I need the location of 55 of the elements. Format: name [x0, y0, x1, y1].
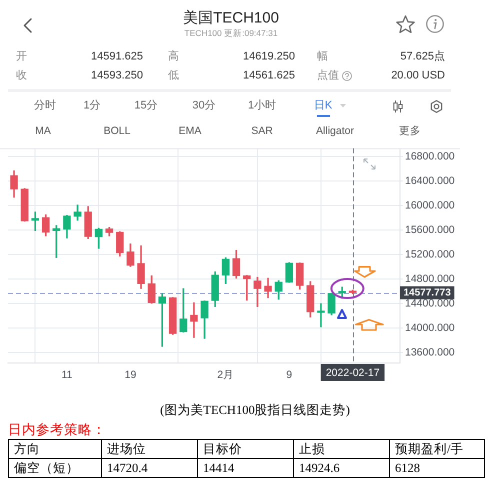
- text: 目标价: [203, 442, 242, 456]
- text: 15分: [134, 100, 158, 112]
- text: Alligator: [316, 124, 354, 138]
- x-tick-label: 19: [124, 369, 136, 382]
- x-tick-label: 2022-02-17: [326, 366, 380, 379]
- text: 低: [168, 70, 179, 82]
- candlestick: [190, 302, 198, 338]
- y-tick-label: 16800.000: [405, 150, 455, 162]
- candlestick: [317, 303, 325, 328]
- text: 分时: [34, 100, 56, 112]
- text: 预期盈利/手: [395, 442, 464, 456]
- text: 幅: [317, 50, 328, 64]
- text: 6128: [395, 460, 420, 474]
- text: 1小时: [248, 100, 276, 112]
- text: SAR: [251, 124, 273, 138]
- text: 方向: [14, 442, 40, 456]
- y-tick-label: 16000.000: [405, 199, 455, 212]
- y-tick-label: 14000.000: [405, 322, 455, 334]
- text: 1分: [83, 100, 101, 112]
- text: 14924.6: [299, 460, 340, 474]
- text: 14720.4: [107, 460, 148, 474]
- text: 止损: [299, 442, 325, 456]
- y-tick-label: 13600.000: [405, 346, 455, 358]
- y-tick-label: 15600.000: [405, 224, 455, 236]
- text: (图为美TECH100股指日线图走势): [160, 402, 350, 418]
- text: 点值: [317, 70, 339, 82]
- text: 14561.625: [243, 70, 295, 82]
- text: EMA: [178, 124, 202, 138]
- text: 日内参考策略：: [8, 422, 106, 438]
- text: MA: [35, 124, 51, 138]
- text: 开: [16, 50, 27, 64]
- text: 20.00 USD: [391, 70, 445, 82]
- y-tick-label: 14800.000: [405, 272, 455, 285]
- text: 14414: [203, 460, 234, 474]
- text: 14593.250: [91, 70, 143, 82]
- text: 高: [168, 50, 179, 64]
- text: 57.625点: [400, 50, 445, 64]
- text: 14591.625: [91, 50, 143, 64]
- x-tick-label: 11: [61, 369, 73, 382]
- text: 14619.250: [243, 50, 295, 64]
- text: BOLL: [104, 124, 130, 138]
- text: 进场位: [107, 442, 146, 456]
- text: 偏空（短）: [14, 460, 79, 474]
- text: 更多: [399, 124, 421, 138]
- text: 30分: [192, 100, 216, 112]
- text: 收: [16, 70, 27, 82]
- y-tick-label: 15200.000: [405, 248, 455, 260]
- x-tick-label: 9: [286, 369, 292, 382]
- y-tick-label: 16400.000: [405, 174, 455, 187]
- ref-line-label: 14577.773: [404, 287, 452, 298]
- chart-subtitle: TECH100 更新:09:47:31: [184, 28, 278, 39]
- x-tick-label: 2月: [217, 369, 234, 382]
- y-tick-label: 14400.000: [405, 297, 455, 310]
- chart-title: 美国TECH100: [183, 9, 279, 27]
- text: 日K: [314, 100, 332, 112]
